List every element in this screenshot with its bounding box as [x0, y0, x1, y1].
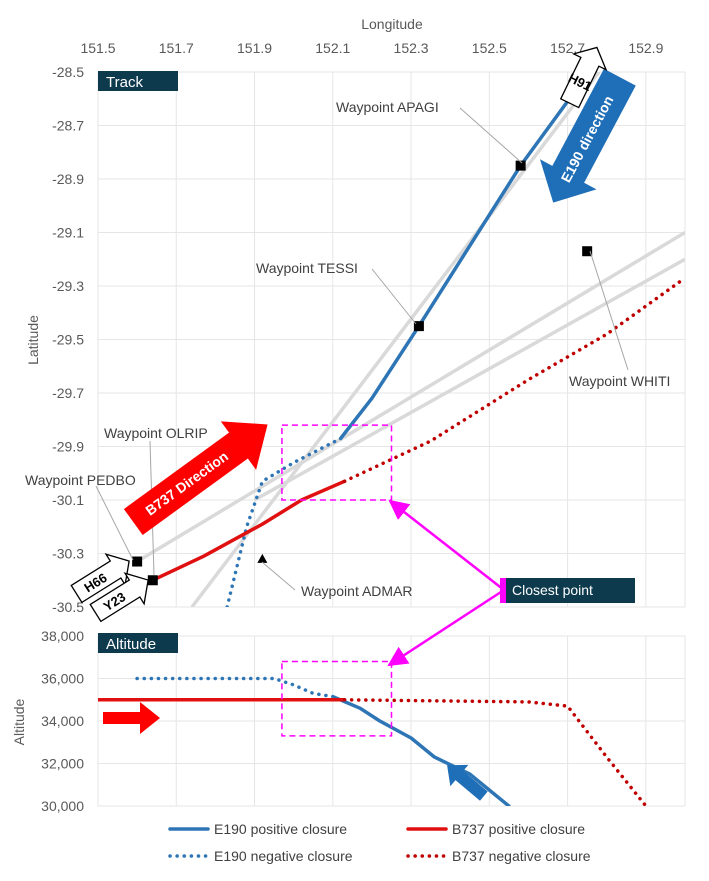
x-tick-label: 152.1	[315, 40, 350, 56]
altitude-tick-labels: 30,000 32,000 34,000 36,000 38,000	[41, 628, 84, 814]
altitude-tick-label: 38,000	[41, 628, 84, 644]
marker-waypoint-apagi	[515, 160, 526, 171]
h66-route-arrow: H66	[70, 553, 130, 604]
waypoint-pedbo-label: Waypoint PEDBO	[25, 472, 136, 488]
admar-leader	[261, 561, 296, 591]
y-tick-label: -28.5	[52, 64, 84, 80]
route-lines	[136, 72, 685, 607]
track-tick-labels: 151.5 151.7 151.9 152.1 152.3 152.5 152.7 152.9…	[52, 40, 664, 615]
altitude-tick-label: 34,000	[41, 713, 84, 729]
x-tick-label: 151.7	[159, 40, 194, 56]
track-panel-label: Track	[106, 74, 143, 91]
y-tick-label: -30.5	[52, 599, 84, 615]
track-series	[151, 88, 685, 607]
legend-label: B737 positive closure	[452, 821, 585, 837]
y-tick-label: -30.1	[52, 492, 84, 508]
marker-waypoint-whiti	[582, 246, 593, 257]
x-tick-label: 152.7	[550, 40, 585, 56]
altitude-series-e190-negative-closure	[135, 676, 335, 699]
y-axis-label-altitude: Altitude	[11, 698, 27, 745]
b737-altitude-arrow	[103, 702, 160, 734]
closest-point-marker	[500, 578, 506, 603]
waypoint-olrip-label: Waypoint OLRIP	[104, 425, 208, 441]
legend-label: E190 positive closure	[214, 821, 347, 837]
track-series-e190-negative-closure	[225, 436, 343, 607]
y-tick-label: -30.3	[52, 546, 84, 562]
h91-route-arrow: H91	[559, 46, 608, 109]
closest-box-track	[281, 424, 393, 501]
y-tick-label: -28.9	[52, 171, 84, 187]
altitude-series-e190-positive-closure	[331, 694, 511, 806]
closest-arrow-altitude	[387, 588, 505, 667]
altitude-panel-label-bg	[98, 633, 178, 653]
closest-arrow-track	[388, 499, 505, 591]
altitude-series-b737-negative-closure	[342, 698, 648, 806]
e190-altitude-arrow	[447, 764, 488, 801]
altitude-tick-label: 36,000	[41, 671, 84, 687]
x-tick-label: 152.3	[394, 40, 429, 56]
altitude-gridlines	[98, 635, 686, 807]
marker-waypoint-olrip	[147, 575, 158, 586]
legend-label: B737 negative closure	[452, 848, 591, 864]
y-tick-label: -28.7	[52, 118, 84, 134]
y-tick-label: -29.3	[52, 278, 84, 294]
waypoint-tessi-label: Waypoint TESSI	[256, 260, 358, 276]
marker-waypoint-pedbo	[132, 556, 143, 567]
waypoint-whiti-label: Waypoint WHITI	[569, 373, 670, 389]
altitude-series	[98, 676, 648, 806]
closest-point-box	[500, 578, 635, 603]
marker-waypoint-admar	[257, 553, 268, 563]
closest-point-label: Closest point	[512, 582, 593, 598]
apagi-leader	[459, 107, 523, 164]
y-axis-label-latitude: Latitude	[25, 315, 41, 365]
altitude-panel-label: Altitude	[106, 636, 156, 653]
route-line-h66	[136, 230, 685, 564]
altitude-tick-label: 32,000	[41, 756, 84, 772]
track-panel-label-bg	[98, 71, 178, 91]
closest-box-altitude	[281, 660, 393, 737]
closest-point-boxes	[281, 424, 393, 737]
x-tick-label: 152.5	[472, 40, 507, 56]
whiti-leader	[589, 250, 629, 371]
x-tick-label: 151.9	[237, 40, 272, 56]
legend: E190 positive closure B737 positive closu…	[168, 821, 591, 864]
route-line-whiti	[253, 257, 685, 502]
waypoint-admar-label: Waypoint ADMAR	[301, 583, 413, 599]
tessi-leader	[371, 268, 417, 325]
b737-direction-label: B737 Direction	[142, 448, 231, 519]
track-series-b737-positive-closure	[151, 479, 347, 582]
y-tick-label: -29.1	[52, 225, 84, 241]
track-series-b737-negative-closure	[342, 276, 685, 484]
altitude-tick-label: 30,000	[41, 798, 84, 814]
y-tick-label: -29.9	[52, 439, 84, 455]
y-tick-label: -29.5	[52, 332, 84, 348]
marker-waypoint-tessi	[413, 321, 424, 332]
x-tick-label: 152.9	[628, 40, 663, 56]
pedbo-leader	[95, 485, 134, 561]
x-axis-label: Longitude	[361, 16, 423, 32]
waypoint-markers	[132, 160, 593, 586]
route-line-h91_y23	[190, 72, 601, 607]
x-tick-label: 151.5	[80, 40, 115, 56]
waypoint-apagi-label: Waypoint APAGI	[336, 99, 439, 115]
legend-label: E190 negative closure	[214, 848, 353, 864]
y-tick-label: -29.7	[52, 385, 84, 401]
